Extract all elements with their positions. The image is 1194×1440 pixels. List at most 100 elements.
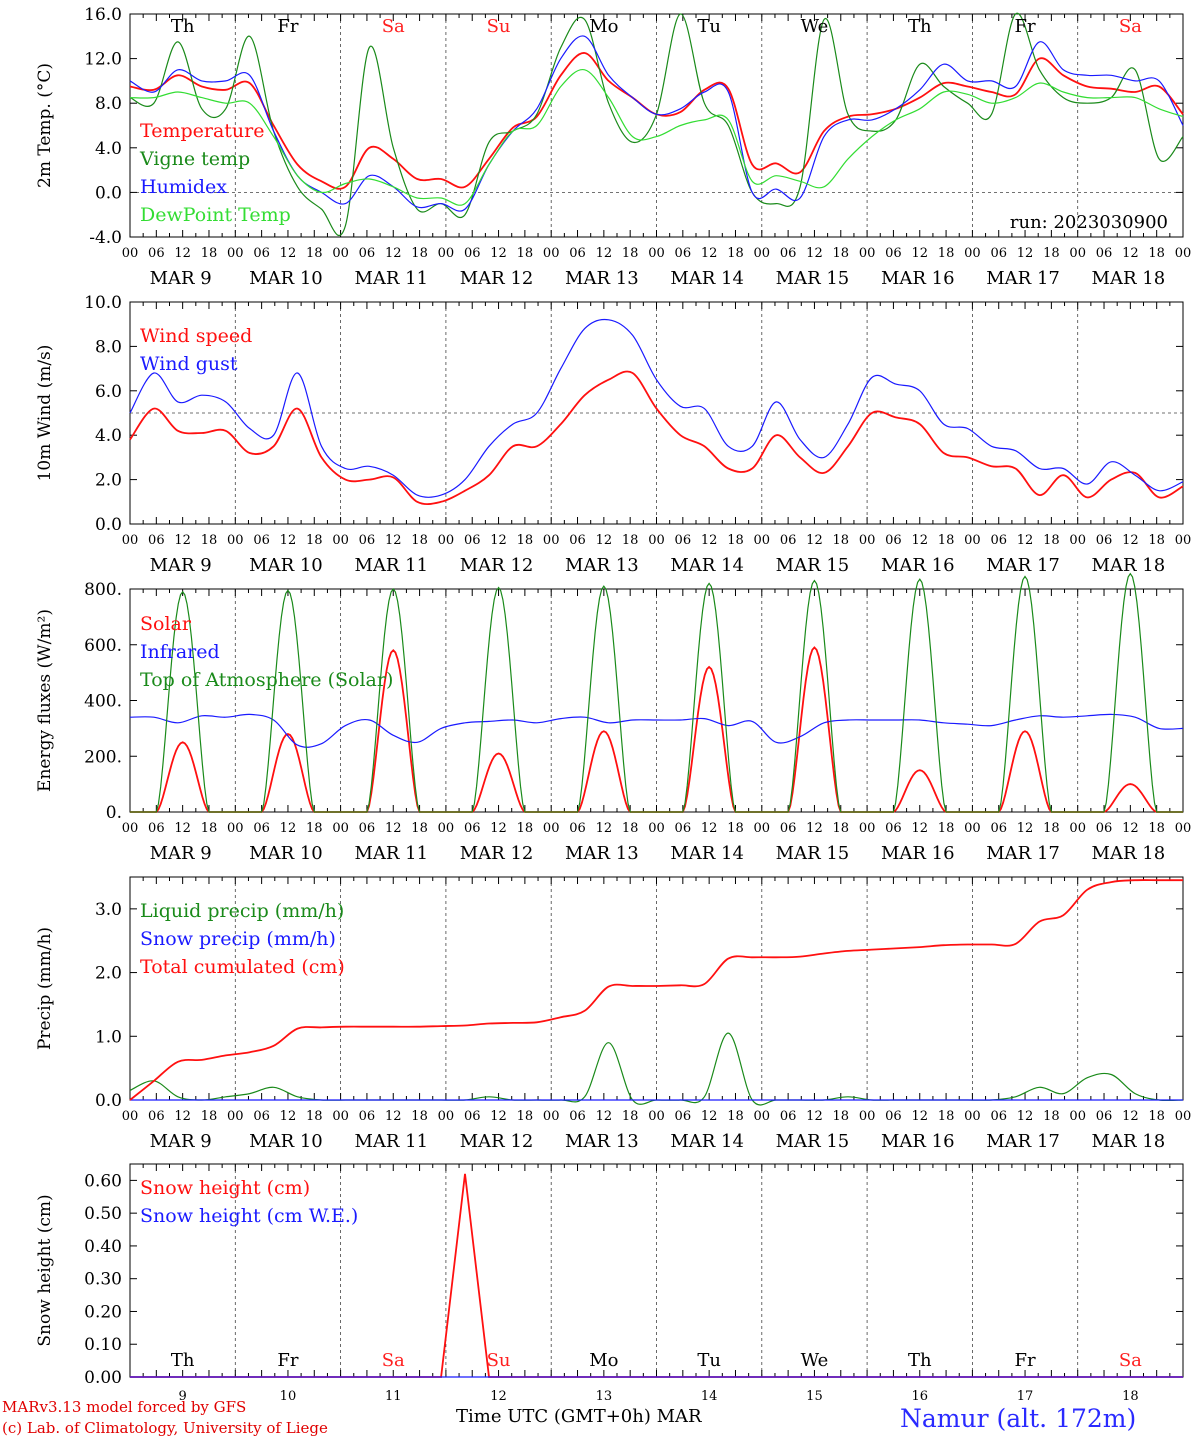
weekday-label: Su — [487, 1350, 511, 1371]
hour-tick-label: 06 — [148, 821, 165, 836]
hour-tick-label: 00 — [648, 533, 665, 548]
hour-tick-label: 18 — [938, 821, 955, 836]
hour-tick-label: 12 — [1017, 246, 1034, 261]
day-label: MAR 10 — [249, 268, 323, 289]
hour-tick-label: 12 — [806, 821, 823, 836]
hour-tick-label: 18 — [306, 1109, 323, 1124]
time-axis-month: MAR — [656, 1406, 702, 1427]
panel-energy — [129, 572, 1184, 813]
hour-tick-label: 12 — [701, 246, 718, 261]
hour-tick-label: 12 — [385, 533, 402, 548]
hour-tick-label: 00 — [1175, 533, 1192, 548]
y-tick-label: 2.0 — [95, 964, 122, 984]
hour-tick-label: 12 — [701, 533, 718, 548]
hour-tick-label: 00 — [543, 821, 560, 836]
time-axis-label: Time UTC (GMT+0h) MAR — [456, 1406, 702, 1427]
legend-entry: Vigne temp — [139, 148, 250, 170]
day-number-label: 10 — [280, 1389, 297, 1404]
day-number-label: 17 — [1017, 1389, 1034, 1404]
hour-tick-label: 06 — [990, 246, 1007, 261]
hour-tick-label: 18 — [727, 533, 744, 548]
weekday-label: Su — [487, 16, 511, 37]
hour-tick-label: 00 — [332, 821, 349, 836]
y-tick-label: -4.0 — [89, 228, 122, 248]
day-number-label: 18 — [1122, 1389, 1139, 1404]
hour-tick-label: 00 — [754, 246, 771, 261]
hour-tick-label: 00 — [1069, 821, 1086, 836]
hour-tick-label: 00 — [648, 246, 665, 261]
weekday-label: Fr — [1015, 1350, 1036, 1371]
hour-tick-label: 06 — [1096, 1109, 1113, 1124]
weekday-label: Sa — [382, 16, 405, 37]
hour-tick-label: 06 — [675, 533, 692, 548]
y-tick-label: 0.0 — [95, 1091, 122, 1111]
hour-tick-label: 18 — [517, 533, 534, 548]
hour-tick-label: 12 — [174, 533, 191, 548]
hour-tick-label: 18 — [201, 533, 218, 548]
y-tick-label: 0.20 — [84, 1302, 122, 1322]
series-line-top-of-atmosphere-solar- — [130, 572, 1183, 813]
weekday-label: Tu — [697, 1350, 721, 1371]
day-label: MAR 18 — [1092, 555, 1166, 576]
hour-tick-label: 00 — [438, 821, 455, 836]
hour-tick-label: 18 — [1148, 246, 1165, 261]
hour-tick-label: 18 — [306, 246, 323, 261]
hour-tick-label: 06 — [1096, 246, 1113, 261]
hour-tick-label: 18 — [727, 1109, 744, 1124]
weekday-label: We — [801, 1350, 829, 1371]
day-label: MAR 14 — [670, 555, 744, 576]
day-label: MAR 15 — [776, 268, 850, 289]
time-axis-title: Time UTC (GMT+0h) — [456, 1406, 651, 1427]
legend-entry: Top of Atmosphere (Solar) — [140, 669, 393, 691]
hour-tick-label: 06 — [990, 821, 1007, 836]
hour-tick-label: 06 — [885, 821, 902, 836]
day-number-label: 9 — [179, 1389, 187, 1404]
y-tick-label: 0.00 — [84, 1368, 122, 1388]
hour-tick-label: 18 — [1043, 821, 1060, 836]
hour-tick-label: 18 — [201, 246, 218, 261]
hour-tick-label: 18 — [1043, 246, 1060, 261]
hour-tick-label: 00 — [332, 246, 349, 261]
y-tick-label: 8.0 — [95, 94, 122, 114]
y-tick-label: 400. — [84, 692, 122, 712]
legend-entry: Humidex — [140, 176, 227, 198]
y-tick-label: 0.30 — [84, 1270, 122, 1290]
day-label: MAR 10 — [249, 1131, 323, 1152]
hour-tick-label: 06 — [569, 1109, 586, 1124]
hour-tick-label: 00 — [227, 821, 244, 836]
hour-tick-label: 12 — [1122, 821, 1139, 836]
hour-tick-label: 00 — [754, 1109, 771, 1124]
hour-tick-label: 12 — [490, 1109, 507, 1124]
hour-tick-label: 06 — [569, 246, 586, 261]
day-label: MAR 14 — [670, 268, 744, 289]
hour-tick-label: 06 — [780, 1109, 797, 1124]
day-label: MAR 13 — [565, 268, 639, 289]
station-label: Namur (alt. 172m) — [900, 1404, 1137, 1433]
hour-tick-label: 12 — [806, 1109, 823, 1124]
hour-tick-label: 06 — [359, 533, 376, 548]
hour-tick-label: 18 — [411, 246, 428, 261]
day-label: MAR 18 — [1092, 1131, 1166, 1152]
weekday-label: Th — [908, 16, 932, 37]
y-axis-label: Snow height (cm) — [35, 1194, 55, 1346]
hour-tick-label: 12 — [806, 246, 823, 261]
hour-tick-label: 00 — [859, 1109, 876, 1124]
day-label: MAR 17 — [986, 268, 1060, 289]
hour-tick-label: 18 — [727, 821, 744, 836]
hour-tick-label: 00 — [754, 821, 771, 836]
hour-tick-label: 18 — [1148, 821, 1165, 836]
y-tick-label: 4.0 — [95, 139, 122, 159]
hour-tick-label: 00 — [543, 533, 560, 548]
y-axis-label: Energy fluxes (W/m²) — [35, 609, 55, 792]
hour-tick-label: 18 — [1148, 1109, 1165, 1124]
hour-tick-label: 12 — [280, 533, 297, 548]
hour-tick-label: 18 — [622, 533, 639, 548]
hour-tick-label: 12 — [911, 246, 928, 261]
hour-tick-label: 00 — [648, 821, 665, 836]
y-tick-label: 0.0 — [95, 515, 122, 535]
legend-entry: Wind gust — [140, 353, 238, 375]
hour-tick-label: 18 — [201, 1109, 218, 1124]
day-label: MAR 15 — [776, 843, 850, 864]
hour-tick-label: 18 — [622, 246, 639, 261]
hour-tick-label: 18 — [833, 246, 850, 261]
